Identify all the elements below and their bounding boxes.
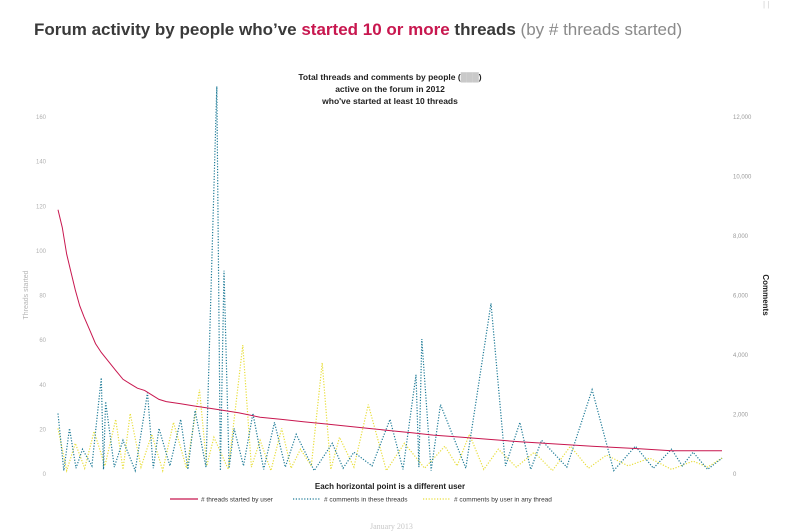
y-left-tick-label: 80 [39, 294, 46, 300]
y-left-tick-label: 120 [36, 204, 47, 210]
chart-title-line-2: active on the forum in 2012 [335, 84, 445, 94]
legend-label: # comments in these threads [324, 497, 408, 504]
slide-title: Forum activity by people who’ve started … [34, 20, 682, 40]
y-right-tick-label: 4,000 [733, 353, 749, 359]
y-right-tick-label: 8,000 [733, 234, 749, 240]
y-left-tick-label: 0 [43, 472, 47, 478]
chart-title-line-1: Total threads and comments by people (██… [298, 72, 481, 83]
top-mark: | | [763, 0, 770, 9]
series-comments-in-threads-line [57, 86, 723, 473]
y-left-tick-label: 20 [39, 427, 46, 433]
legend-label: # comments by user in any thread [454, 497, 552, 504]
slide-title-part2: threads [449, 20, 516, 39]
y-right-tick-label: 10,000 [733, 175, 752, 181]
y-left-tick-label: 40 [39, 383, 46, 389]
y-right-tick-label: 0 [733, 472, 737, 478]
chart-title-line-3: who've started at least 10 threads [321, 96, 458, 106]
y-left-tick-label: 160 [36, 115, 47, 121]
legend-label: # threads started by user [201, 497, 274, 504]
y-right-tick-label: 2,000 [733, 413, 749, 419]
slide-title-sub: (by # threads started) [515, 20, 683, 39]
series-comments-any-thread-line [57, 345, 723, 473]
y-right-tick-label: 12,000 [733, 115, 752, 121]
slide-title-part1: Forum activity by people who’ve [34, 20, 302, 39]
y-left-axis-label: Threads started [23, 270, 30, 319]
series-threads-line [57, 209, 722, 452]
slide-title-highlight: started 10 or more [301, 20, 450, 39]
y-right-axis-label: Comments [761, 274, 770, 316]
y-left-tick-label: 100 [36, 249, 47, 255]
y-left-tick-label: 60 [39, 338, 46, 344]
x-axis-label: Each horizontal point is a different use… [315, 482, 465, 491]
y-left-tick-label: 140 [36, 160, 47, 166]
footer-text: January 2013 [370, 522, 413, 531]
y-right-tick-label: 6,000 [733, 294, 749, 300]
